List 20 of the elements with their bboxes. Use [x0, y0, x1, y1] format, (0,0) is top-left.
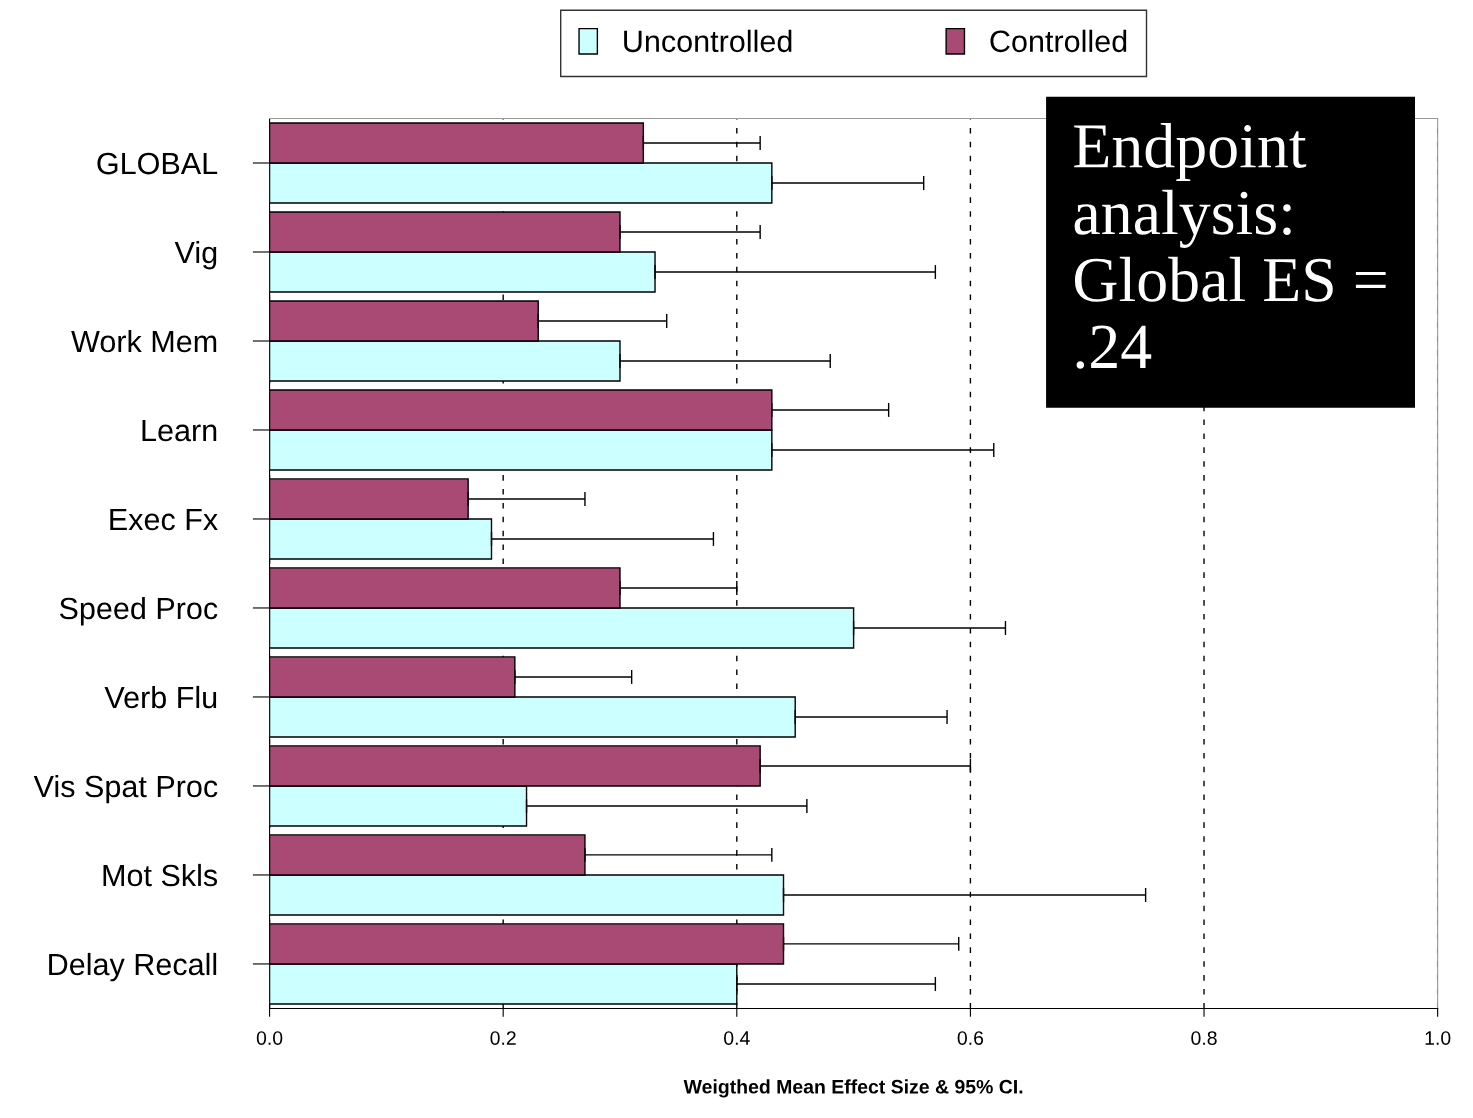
- x-tick-label: 0.4: [724, 1031, 750, 1045]
- y-tick-label: Exec Fx: [110, 509, 218, 531]
- y-tick-label: Work Mem: [71, 329, 217, 353]
- y-tick-label: GLOBAL: [97, 152, 218, 175]
- legend-label: Uncontrolled: [624, 29, 792, 53]
- legend-label: Controlled: [990, 29, 1127, 53]
- x-tick-label: 0.0: [256, 1031, 283, 1045]
- x-tick-label: 0.2: [490, 1031, 516, 1045]
- x-tick-label: 0.6: [957, 1031, 984, 1045]
- y-tick-label: Vig: [174, 240, 217, 270]
- annotation: Endpoint analysis: Global ES = .24: [1074, 122, 1386, 369]
- x-tick-label: 1.0: [1425, 1031, 1451, 1045]
- x-axis-title: Weigthed Mean Effect Size & 95% CI.: [683, 1079, 1023, 1098]
- y-tick-label: Mot Skls: [103, 863, 218, 887]
- y-tick-label: Delay Recall: [49, 952, 217, 982]
- y-tick-label: Learn: [142, 420, 217, 442]
- x-tick-label: 0.8: [1191, 1031, 1217, 1045]
- y-tick-label: Verb Flu: [104, 685, 217, 709]
- y-tick-label: Vis Spat Proc: [33, 774, 218, 804]
- y-tick-label: Speed Proc: [59, 596, 218, 626]
